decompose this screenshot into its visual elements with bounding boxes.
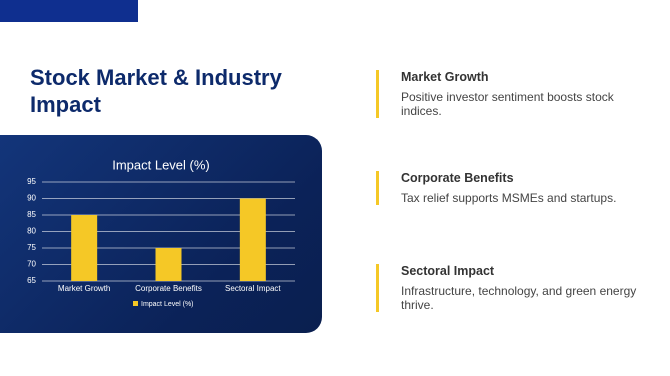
point-heading: Corporate Benefits: [401, 171, 514, 185]
y-tick-label: 65: [27, 276, 36, 285]
point: Sectoral Impact Infrastructure, technolog…: [376, 264, 661, 312]
x-tick-label: Corporate Benefits: [135, 284, 202, 293]
point: Corporate Benefits Tax relief supports MS…: [376, 171, 661, 205]
y-tick-label: 85: [27, 210, 36, 219]
point-text: Positive investor sentiment boosts stock…: [401, 90, 614, 118]
legend-label: Impact Level (%): [141, 301, 194, 308]
bar: [239, 198, 266, 281]
y-tick-label: 80: [27, 227, 36, 236]
x-tick-label: Market Growth: [58, 284, 110, 293]
top-bar: [0, 0, 138, 22]
chart-title: Impact Level (%): [112, 157, 210, 172]
bar: [155, 248, 182, 281]
bar: [71, 215, 98, 281]
x-tick-label: Sectoral Impact: [225, 284, 281, 293]
point-text: Infrastructure, technology, and green en…: [401, 284, 637, 312]
point-heading: Sectoral Impact: [401, 264, 495, 278]
point-text: Tax relief supports MSMEs and startups.: [401, 191, 617, 205]
chart-panel: [0, 135, 322, 333]
y-tick-label: 95: [27, 177, 36, 186]
chart: Impact Level (%) 65 70 75 80 85 90 95 Market Gr…: [27, 157, 295, 308]
y-tick-label: 90: [27, 194, 36, 203]
y-tick-label: 75: [27, 243, 36, 252]
point: Market Growth Positive investor sentiment…: [376, 70, 661, 118]
legend-swatch: [133, 301, 138, 306]
point-heading: Market Growth: [401, 70, 489, 84]
slide-title: Stock Market & Industry Impact: [30, 65, 282, 117]
y-tick-label: 70: [27, 260, 36, 269]
